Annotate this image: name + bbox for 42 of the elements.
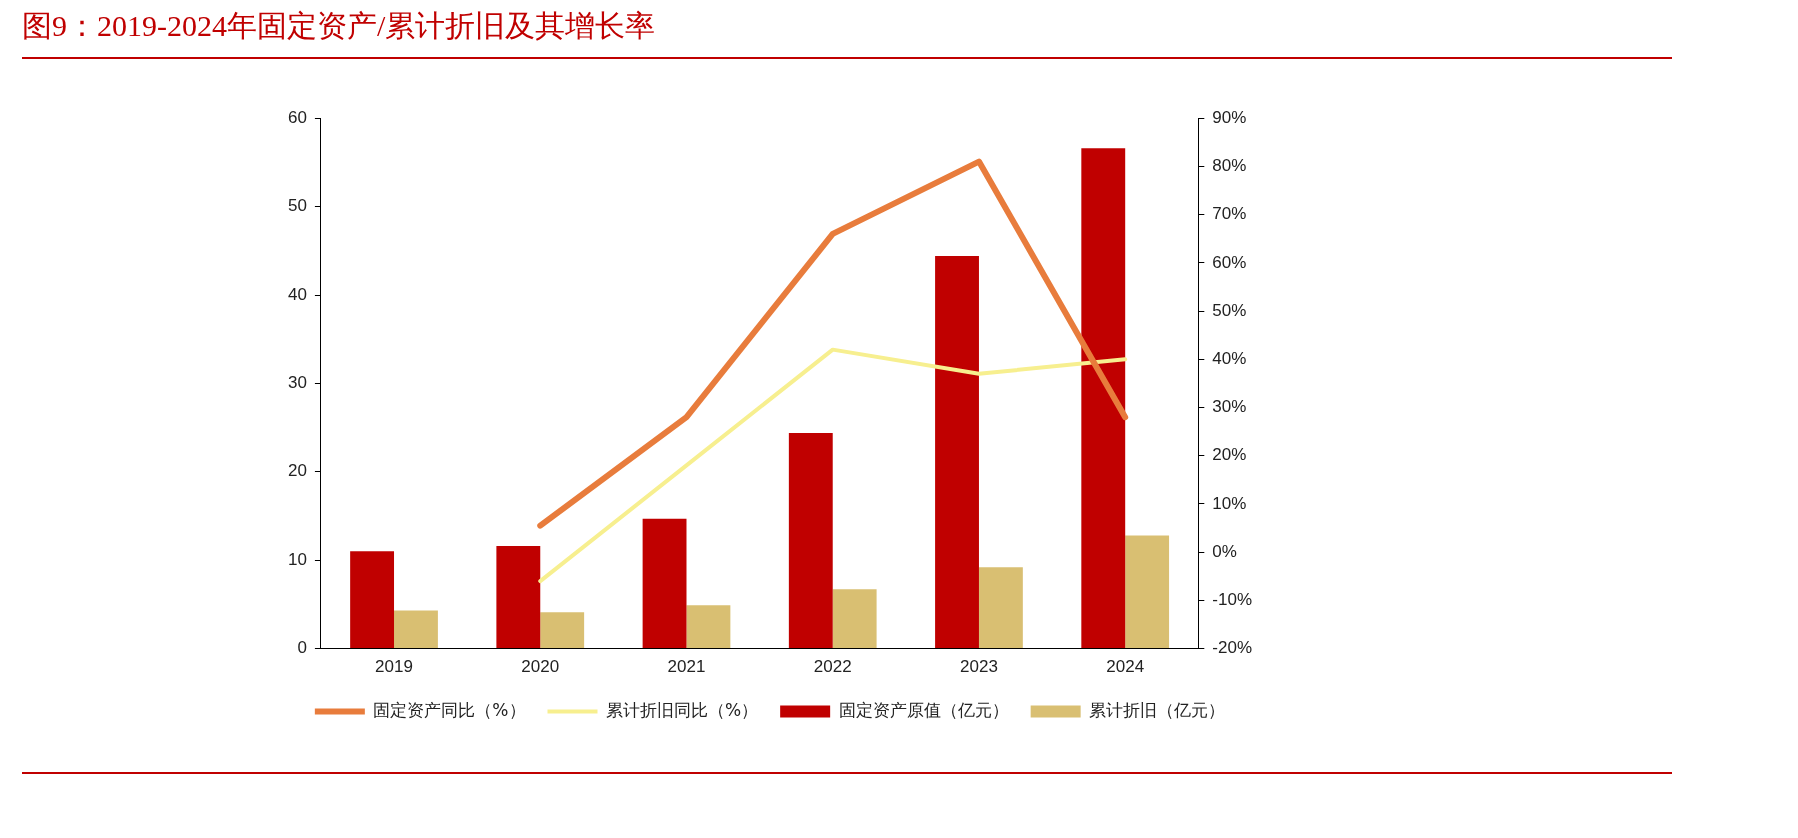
y2-tick-label: 40% — [1212, 348, 1247, 368]
y2-tick-label: 30% — [1212, 397, 1247, 417]
x-tick-label: 2020 — [521, 657, 560, 677]
chart-title: 图9：2019-2024年固定资产/累计折旧及其增长率 — [22, 6, 1672, 59]
x-tick-label: 2022 — [813, 657, 852, 677]
bar — [978, 567, 1023, 649]
y2-tick-label: -20% — [1212, 638, 1252, 658]
x-tick-label: 2024 — [1106, 657, 1145, 677]
y2-tick-label: 90% — [1212, 107, 1247, 127]
y2-tick-label: 20% — [1212, 445, 1247, 465]
bar — [394, 610, 438, 649]
bar — [496, 546, 541, 649]
y-tick-label: 40 — [287, 284, 307, 304]
bar — [540, 612, 585, 649]
bar — [1081, 148, 1126, 649]
bar — [1125, 535, 1170, 649]
y-tick-label: 30 — [287, 373, 307, 393]
y2-tick-label: 0% — [1212, 541, 1237, 561]
y-tick-label: 0 — [297, 638, 307, 658]
y2-tick-label: 80% — [1212, 156, 1247, 176]
y2-tick-label: 50% — [1212, 300, 1247, 320]
y2-tick-label: 70% — [1212, 204, 1247, 224]
y2-tick-label: -10% — [1212, 590, 1252, 610]
x-tick-label: 2021 — [667, 657, 706, 677]
bar — [935, 256, 979, 649]
bar — [832, 589, 877, 649]
y2-tick-label: 60% — [1212, 252, 1247, 272]
y-tick-label: 20 — [287, 461, 307, 481]
legend-label: 固定资产原值（亿元） — [838, 699, 1009, 720]
y2-tick-label: 10% — [1212, 493, 1247, 513]
y-tick-label: 10 — [287, 549, 307, 569]
legend-label: 固定资产同比（%） — [373, 699, 526, 720]
legend-label: 累计折旧（亿元） — [1089, 699, 1226, 720]
x-tick-label: 2023 — [960, 657, 998, 677]
bar — [642, 518, 687, 649]
x-tick-label: 2019 — [375, 657, 413, 677]
bar — [686, 605, 731, 649]
legend-label: 累计折旧同比（%） — [606, 699, 759, 720]
y-tick-label: 60 — [287, 107, 307, 127]
bar — [350, 551, 395, 649]
bar — [788, 432, 833, 649]
y-tick-label: 50 — [287, 196, 307, 216]
